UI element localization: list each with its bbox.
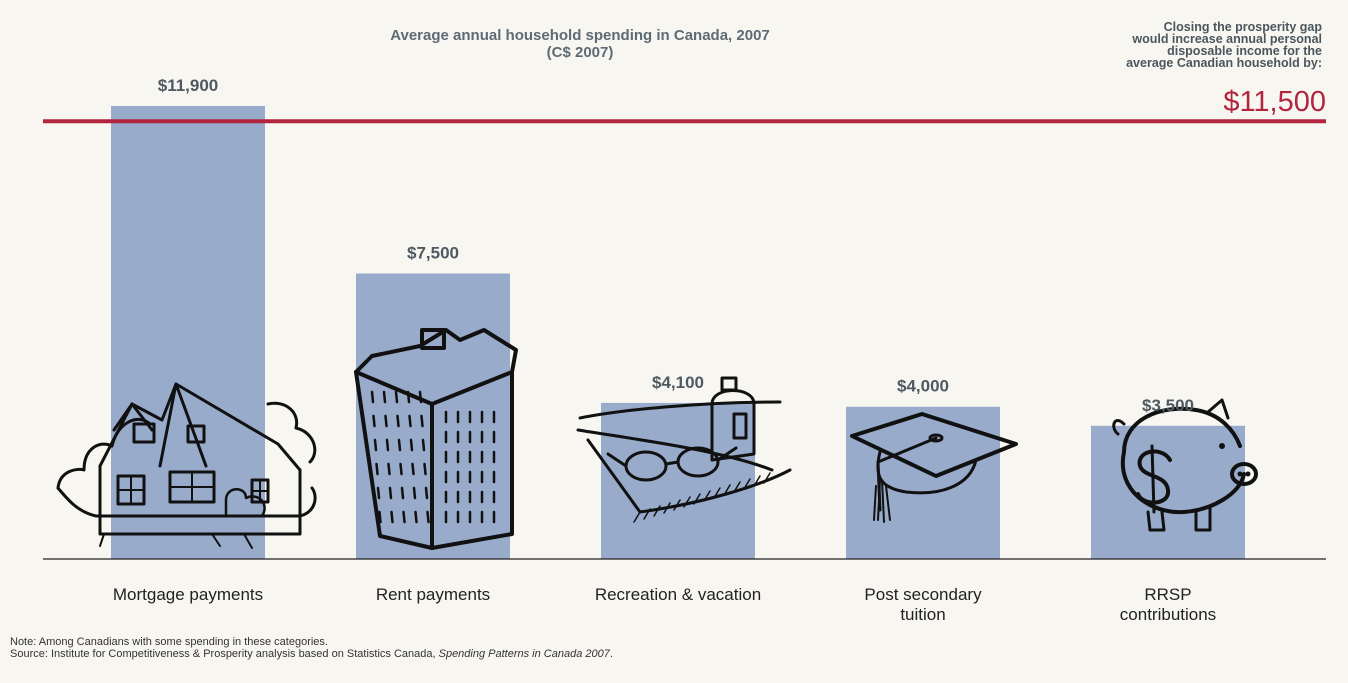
chart-title: Average annual household spending in Can… bbox=[330, 27, 830, 61]
category-label-2: Rent payments bbox=[376, 585, 490, 604]
graduation-cap-icon bbox=[850, 412, 1018, 523]
beach-sunglasses-icon bbox=[576, 376, 792, 523]
footnote-source-title: Spending Patterns in Canada 2007 bbox=[438, 648, 610, 660]
footnote: Note: Among Canadians with some spending… bbox=[10, 636, 613, 660]
category-label-5-line-1: RRSP bbox=[1144, 585, 1191, 604]
piggy-bank-icon bbox=[1112, 398, 1258, 532]
chart-title-line-1: Average annual household spending in Can… bbox=[390, 27, 770, 44]
bar-3 bbox=[601, 402, 755, 559]
category-label-4-line-2: tuition bbox=[900, 605, 945, 624]
callout-value: $11,500 bbox=[1223, 86, 1326, 118]
callout-line-1: Closing the prosperity gap bbox=[1163, 20, 1322, 34]
category-label-5-line-2: contributions bbox=[1120, 605, 1216, 624]
prosperity-gap-callout: Closing the prosperity gap would increas… bbox=[1022, 20, 1322, 70]
value-label-5: $3,500 bbox=[1142, 396, 1194, 415]
category-label-4-line-1: Post secondary bbox=[864, 585, 982, 604]
chart-title-line-2: (C$ 2007) bbox=[546, 44, 614, 61]
value-label-2: $7,500 bbox=[407, 243, 459, 262]
footnote-source-suffix: . bbox=[609, 648, 613, 660]
value-label-4: $4,000 bbox=[897, 377, 949, 396]
callout-line-2: would increase annual personal bbox=[1132, 32, 1322, 46]
footnote-source-prefix: Source: Institute for Competitiveness & … bbox=[10, 648, 439, 660]
house-icon bbox=[56, 382, 317, 549]
footnote-note: Note: Among Canadians with some spending… bbox=[10, 636, 328, 648]
apartment-building-icon bbox=[354, 328, 518, 550]
category-label-3: Recreation & vacation bbox=[595, 585, 761, 604]
category-label-1: Mortgage payments bbox=[113, 585, 263, 604]
bar-1 bbox=[111, 106, 265, 559]
footnote-source: Source: Institute for Competitiveness & … bbox=[10, 648, 613, 660]
value-label-3: $4,100 bbox=[652, 373, 704, 392]
callout-line-4: average Canadian household by: bbox=[1126, 56, 1322, 70]
callout-line-3: disposable income for the bbox=[1167, 44, 1322, 58]
value-label-1: $11,900 bbox=[158, 76, 219, 95]
